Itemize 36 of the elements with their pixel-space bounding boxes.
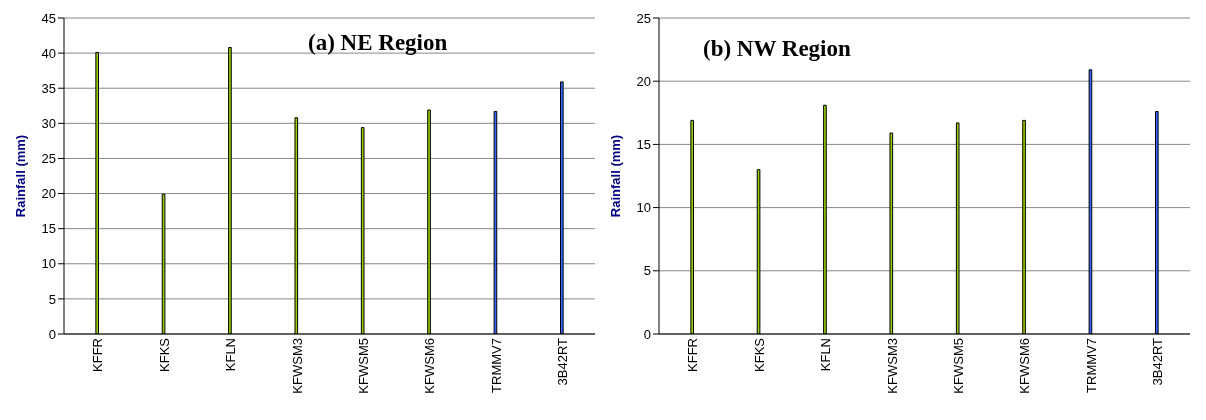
text: (b) NW Region (703, 36, 851, 62)
y-tick-label: 20 (636, 73, 651, 89)
x-tick-label: KFWSM6 (422, 338, 438, 394)
y-tick-label: 10 (636, 200, 651, 216)
x-tick-label: 3B42RT (1150, 337, 1166, 386)
x-tick-label: KFLN (818, 338, 834, 372)
y-tick-label: 40 (41, 45, 56, 61)
y-tick-label: 15 (636, 137, 651, 153)
x-tick-label: KFWSM5 (355, 338, 371, 394)
text: (a) NE Region (308, 30, 448, 56)
x-tick-label: KFWSM5 (950, 338, 966, 394)
x-tick-label: KFFR (90, 338, 106, 372)
x-tick-label: KFKS (156, 337, 172, 372)
y-tick-label: 35 (41, 80, 56, 96)
x-tick-label: KFLN (223, 338, 239, 372)
x-tick-label: KFWSM3 (289, 338, 305, 394)
y-tick-label: 25 (41, 151, 56, 167)
x-tick-label: KFKS (751, 337, 767, 372)
y-tick-label: 15 (41, 221, 56, 237)
x-tick-label: KFFR (685, 338, 701, 372)
x-tick-label: TRMMV7 (488, 338, 504, 393)
x-tick-label: 3B42RT (555, 337, 571, 386)
x-tick-label: TRMMV7 (1083, 338, 1099, 393)
y-tick-label: 45 (41, 10, 56, 26)
y-axis-title: Rainfall (mm) (607, 134, 623, 218)
y-axis-title: Rainfall (mm) (12, 134, 28, 218)
y-tick-label: 5 (48, 291, 56, 307)
y-tick-label: 0 (643, 326, 651, 342)
y-tick-label: 10 (41, 256, 56, 272)
x-tick-label: KFWSM6 (1017, 338, 1033, 394)
y-tick-label: 5 (643, 263, 651, 279)
y-tick-label: 0 (48, 326, 56, 342)
y-tick-label: 25 (636, 10, 651, 26)
y-tick-label: 30 (41, 115, 56, 131)
y-tick-label: 20 (41, 186, 56, 202)
x-tick-label: KFWSM3 (884, 338, 900, 394)
